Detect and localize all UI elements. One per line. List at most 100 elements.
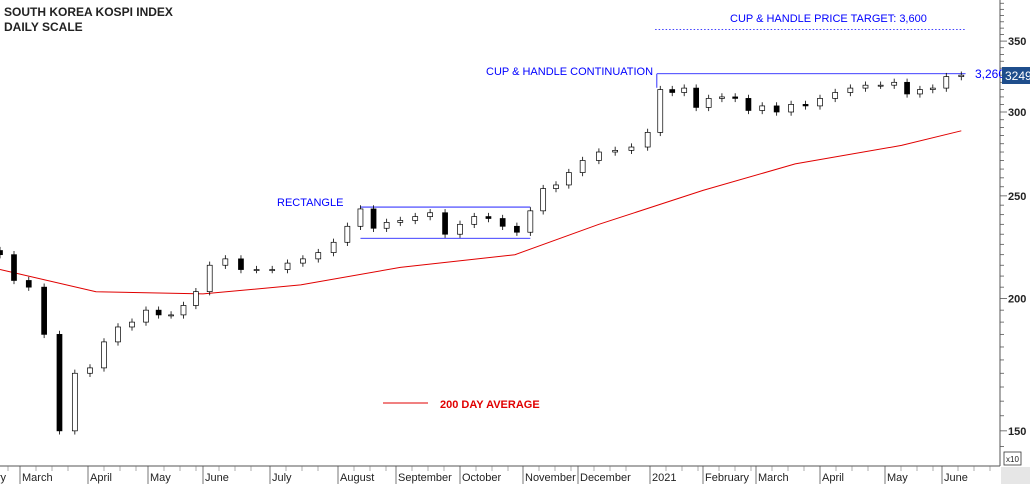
candle-body xyxy=(412,216,419,221)
candle-body xyxy=(206,264,213,293)
candle-body xyxy=(238,258,244,270)
x-tick-label: September xyxy=(398,472,452,484)
candle-body xyxy=(847,87,854,93)
chart-title: SOUTH KOREA KOSPI INDEX xyxy=(4,5,173,19)
candle-body xyxy=(344,225,351,243)
candle-body xyxy=(499,218,506,227)
candle-body xyxy=(657,89,664,133)
x-tick-label: May xyxy=(150,472,171,484)
x-tick-label: April xyxy=(822,472,844,484)
candle-body xyxy=(11,254,17,281)
candle-body xyxy=(56,334,63,432)
x-tick-label: February xyxy=(705,472,750,484)
candle-body xyxy=(802,104,809,107)
last-price-label: 3249 xyxy=(1005,69,1030,83)
candle-body xyxy=(917,89,923,95)
candle-body xyxy=(514,225,520,233)
candle-body xyxy=(222,258,229,266)
candle-body xyxy=(300,258,306,264)
x-tick-label: June xyxy=(944,472,968,484)
candle-body xyxy=(540,188,547,212)
candle-body xyxy=(958,74,965,77)
candle-body xyxy=(943,76,950,89)
y-tick-label: 300 xyxy=(1008,107,1026,119)
candle-body xyxy=(115,326,121,343)
chart-subtitle: DAILY SCALE xyxy=(4,20,83,34)
candle-body xyxy=(330,241,337,253)
candle-body xyxy=(253,269,260,271)
candle-body xyxy=(269,269,276,271)
candle-body xyxy=(315,252,322,260)
x-tick-label: April xyxy=(90,472,112,484)
candle-body xyxy=(370,208,377,229)
candle-body xyxy=(732,96,739,99)
candle-body xyxy=(693,87,700,108)
moving-average-line xyxy=(0,130,962,295)
axis-corner xyxy=(1001,467,1030,484)
candle-body xyxy=(788,104,794,113)
candle-body xyxy=(25,280,32,288)
candle-body xyxy=(471,216,478,225)
candle-body xyxy=(565,172,572,186)
candle-body xyxy=(442,212,448,235)
candle-body xyxy=(180,305,187,316)
x-tick-label: July xyxy=(272,472,292,484)
x-tick-label: October xyxy=(462,472,501,484)
candle-body xyxy=(596,151,602,161)
candle-body xyxy=(705,98,712,108)
price-target-label: CUP & HANDLE PRICE TARGET: 3,600 xyxy=(730,13,927,25)
candle-body xyxy=(644,132,651,148)
candle-body xyxy=(87,367,93,374)
candle-body xyxy=(397,220,404,223)
candle-body xyxy=(817,98,823,107)
x-tick-label: February xyxy=(0,472,7,484)
candle-body xyxy=(862,84,869,89)
resistance-value-label: 3,260 xyxy=(975,67,1005,81)
rectangle-label: RECTANGLE xyxy=(277,197,343,209)
legend-label: 200 DAY AVERAGE xyxy=(440,399,540,411)
candle-body xyxy=(193,291,199,306)
candle-body xyxy=(669,89,676,93)
x-tick-label: June xyxy=(205,472,229,484)
candle-body xyxy=(284,262,291,270)
candle-body xyxy=(773,105,780,113)
x-tick-label: November xyxy=(525,472,576,484)
candle-body xyxy=(129,321,135,328)
candle-body xyxy=(832,92,839,99)
candle-body xyxy=(759,105,766,111)
candle-body xyxy=(877,84,884,87)
candle-body xyxy=(904,81,910,95)
candle-body xyxy=(628,146,635,151)
y-tick-label: 350 xyxy=(1008,36,1026,48)
candle-body xyxy=(71,372,78,432)
candle-body xyxy=(527,210,534,233)
candle-body xyxy=(681,87,688,93)
candle-body xyxy=(719,96,725,99)
candle-body xyxy=(143,309,149,323)
x-tick-label: May xyxy=(887,472,908,484)
y-tick-label: 250 xyxy=(1008,191,1026,203)
y-tick-label: 200 xyxy=(1008,294,1026,306)
candle-body xyxy=(101,341,107,369)
candle-body xyxy=(612,150,619,153)
candle-body xyxy=(579,160,586,173)
multiplier-label: x10 xyxy=(1006,455,1019,464)
cup-handle-label: CUP & HANDLE CONTINUATION xyxy=(486,66,653,78)
candle-body xyxy=(41,286,47,335)
candle-body xyxy=(383,222,390,229)
x-tick-label: March xyxy=(22,472,53,484)
y-tick-label: 150 xyxy=(1008,426,1026,438)
candle-body xyxy=(0,250,3,256)
x-tick-label: 2021 xyxy=(652,472,676,484)
multiplier-box xyxy=(1003,451,1022,466)
candle-body xyxy=(745,98,752,111)
candle-body xyxy=(457,223,463,235)
candle-body xyxy=(553,184,559,189)
candle-body xyxy=(168,314,174,317)
x-tick-label: March xyxy=(758,472,789,484)
candle-body xyxy=(929,87,936,90)
candle-body xyxy=(155,309,162,316)
x-tick-label: August xyxy=(340,472,374,484)
x-tick-label: December xyxy=(580,472,631,484)
